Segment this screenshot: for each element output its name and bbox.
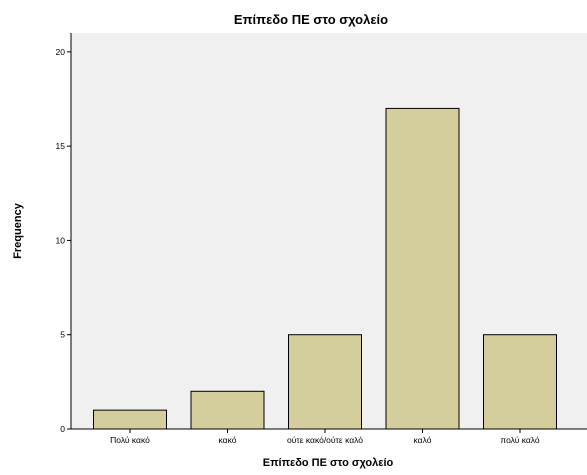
x-axis-title: Επίπεδο ΠΕ στο σχολείο: [263, 457, 394, 469]
bar: [483, 334, 557, 430]
bar: [190, 390, 265, 430]
bar: [385, 107, 460, 430]
x-tick-label: Πολύ κακό: [110, 435, 150, 445]
y-tick-label: 10: [56, 235, 66, 245]
chart-title: Επίπεδο ΠΕ στο σχολείο: [234, 12, 388, 27]
y-tick-label: 15: [56, 141, 66, 151]
y-axis: 0 5 10 15 20: [56, 33, 72, 434]
x-tick-label: καλό: [414, 435, 432, 445]
y-tick-label: 20: [56, 47, 66, 57]
y-tick-label: 0: [60, 424, 65, 434]
x-tick-label: ούτε κακό/ούτε καλό: [287, 435, 363, 445]
x-tick-label: κακό: [219, 435, 237, 445]
x-axis: Πολύ κακό κακό ούτε κακό/ούτε καλό καλό πολύ…: [71, 428, 587, 445]
bar: [288, 334, 362, 430]
bar: [93, 409, 167, 430]
y-axis-title: Frequency: [12, 202, 24, 259]
bars: [93, 107, 557, 430]
x-tick-label: πολύ καλό: [500, 435, 540, 445]
y-tick-label: 5: [60, 330, 65, 340]
